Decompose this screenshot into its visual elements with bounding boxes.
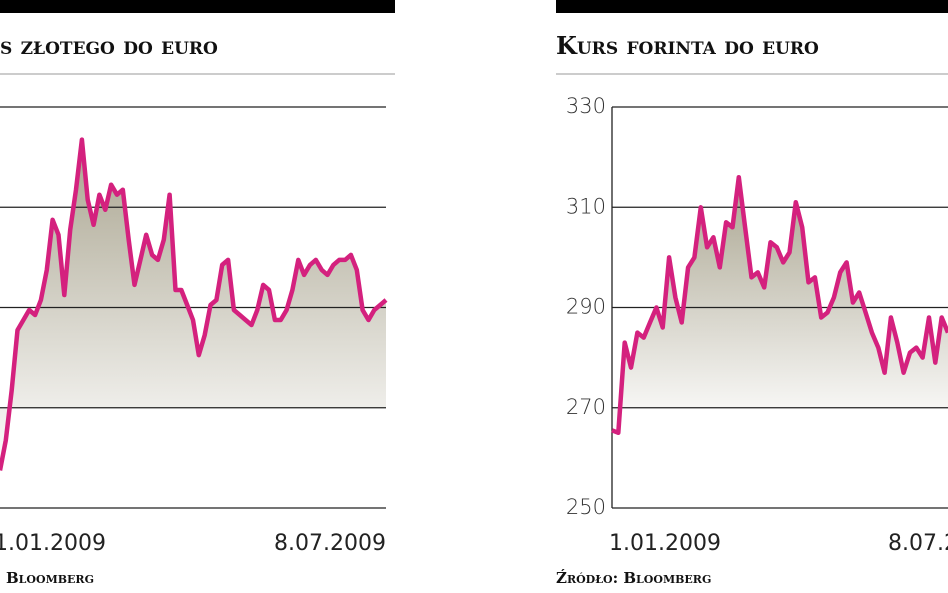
y-tick-label: 250 (566, 495, 606, 519)
header-bar (556, 0, 948, 13)
y-tick-label: 290 (566, 295, 606, 319)
x-label: 1.01.2009 (0, 531, 106, 556)
source: Źródło: Bloomberg (556, 569, 711, 587)
area (0, 139, 386, 471)
area (612, 177, 948, 433)
x-label: 1.01.2009 (609, 531, 721, 556)
y-tick-label: 310 (566, 194, 606, 218)
x-label: 8.07.2009 (888, 531, 948, 556)
header-bar (0, 0, 395, 13)
x-label: 8.07.2009 (274, 531, 386, 556)
line (611, 174, 948, 436)
line (0, 137, 388, 471)
chart-title: s złotego do euro (0, 31, 218, 60)
source: Bloomberg (6, 569, 94, 587)
y-tick-label: 270 (566, 395, 606, 419)
chart-title: Kurs forinta do euro (556, 31, 819, 60)
y-tick-label: 330 (566, 94, 606, 118)
